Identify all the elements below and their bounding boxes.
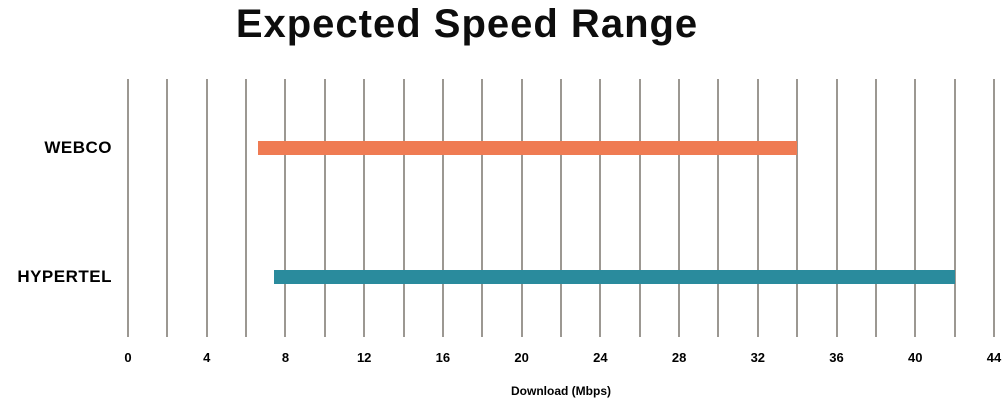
x-tick-label: 20 [514,350,529,365]
x-tick-label: 12 [356,350,372,365]
x-tick-label: 32 [750,350,766,365]
x-tick-label: 4 [203,350,211,365]
gridline [678,79,681,337]
gridline [402,79,405,337]
bar-hypertel [273,269,955,284]
plot-area [127,79,995,337]
gridline [520,79,523,337]
gridline [205,79,208,337]
gridline [560,79,562,337]
chart-title: Expected Speed Range [235,2,699,46]
gridline [638,79,641,337]
gridline [717,79,720,337]
gridline [127,79,129,337]
gridline [599,79,602,337]
x-tick-label: 28 [671,350,687,365]
category-label-webco: WEBCO [44,137,112,157]
gridline [284,79,287,337]
gridline [993,79,995,337]
gridline [363,79,366,337]
gridline [481,79,484,337]
gridline [245,79,248,337]
x-tick-label: 0 [124,350,132,365]
category-label-hypertel: HYPERTEL [17,266,112,286]
bar-webco [257,140,798,155]
gridline [874,79,877,337]
gridline [756,79,759,337]
x-tick-label: 40 [908,350,923,365]
gridline [166,79,169,337]
gridline [323,79,326,337]
x-tick-label: 24 [593,350,608,365]
x-axis-label: Download (Mbps) [511,384,611,398]
gridline [835,79,838,337]
x-tick-label: 8 [281,350,290,365]
x-tick-label: 44 [986,350,1002,365]
x-tick-label: 36 [829,350,844,365]
gridline [953,79,956,337]
gridline [796,79,799,337]
x-tick-label: 16 [435,350,451,365]
gridline [914,79,917,337]
gridline [441,79,444,337]
